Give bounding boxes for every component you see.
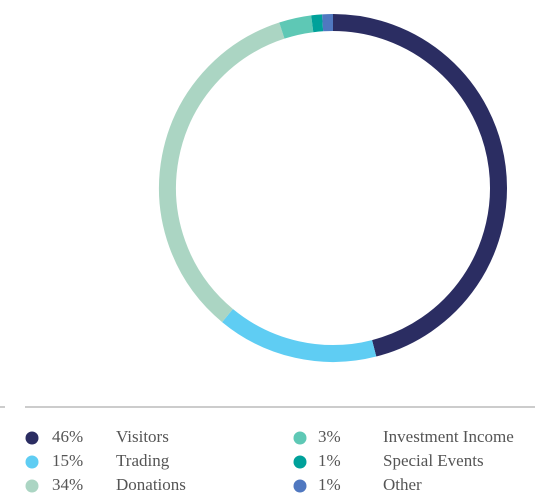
donut-segment [311,14,324,33]
donut-segment [222,308,377,362]
legend-swatch [25,455,39,469]
legend-value: 1% [318,451,341,470]
donut-segment [159,22,285,323]
legend-value: 3% [318,427,341,446]
legend-swatch [25,431,39,445]
legend-swatch [25,479,39,493]
donut-segment [332,14,507,357]
legend-value: 34% [52,475,83,494]
legend-value: 46% [52,427,83,446]
donut-segment [279,15,314,39]
legend-label: Donations [116,475,186,494]
legend-label: Investment Income [383,427,514,446]
legend-label: Other [383,475,422,494]
legend-swatch [293,479,307,493]
legend-swatch [293,455,307,469]
legend-label: Trading [116,451,170,470]
legend-swatch [293,431,307,445]
legend-label: Visitors [116,427,169,446]
legend-value: 15% [52,451,83,470]
legend-value: 1% [318,475,341,494]
legend-label: Special Events [383,451,484,470]
